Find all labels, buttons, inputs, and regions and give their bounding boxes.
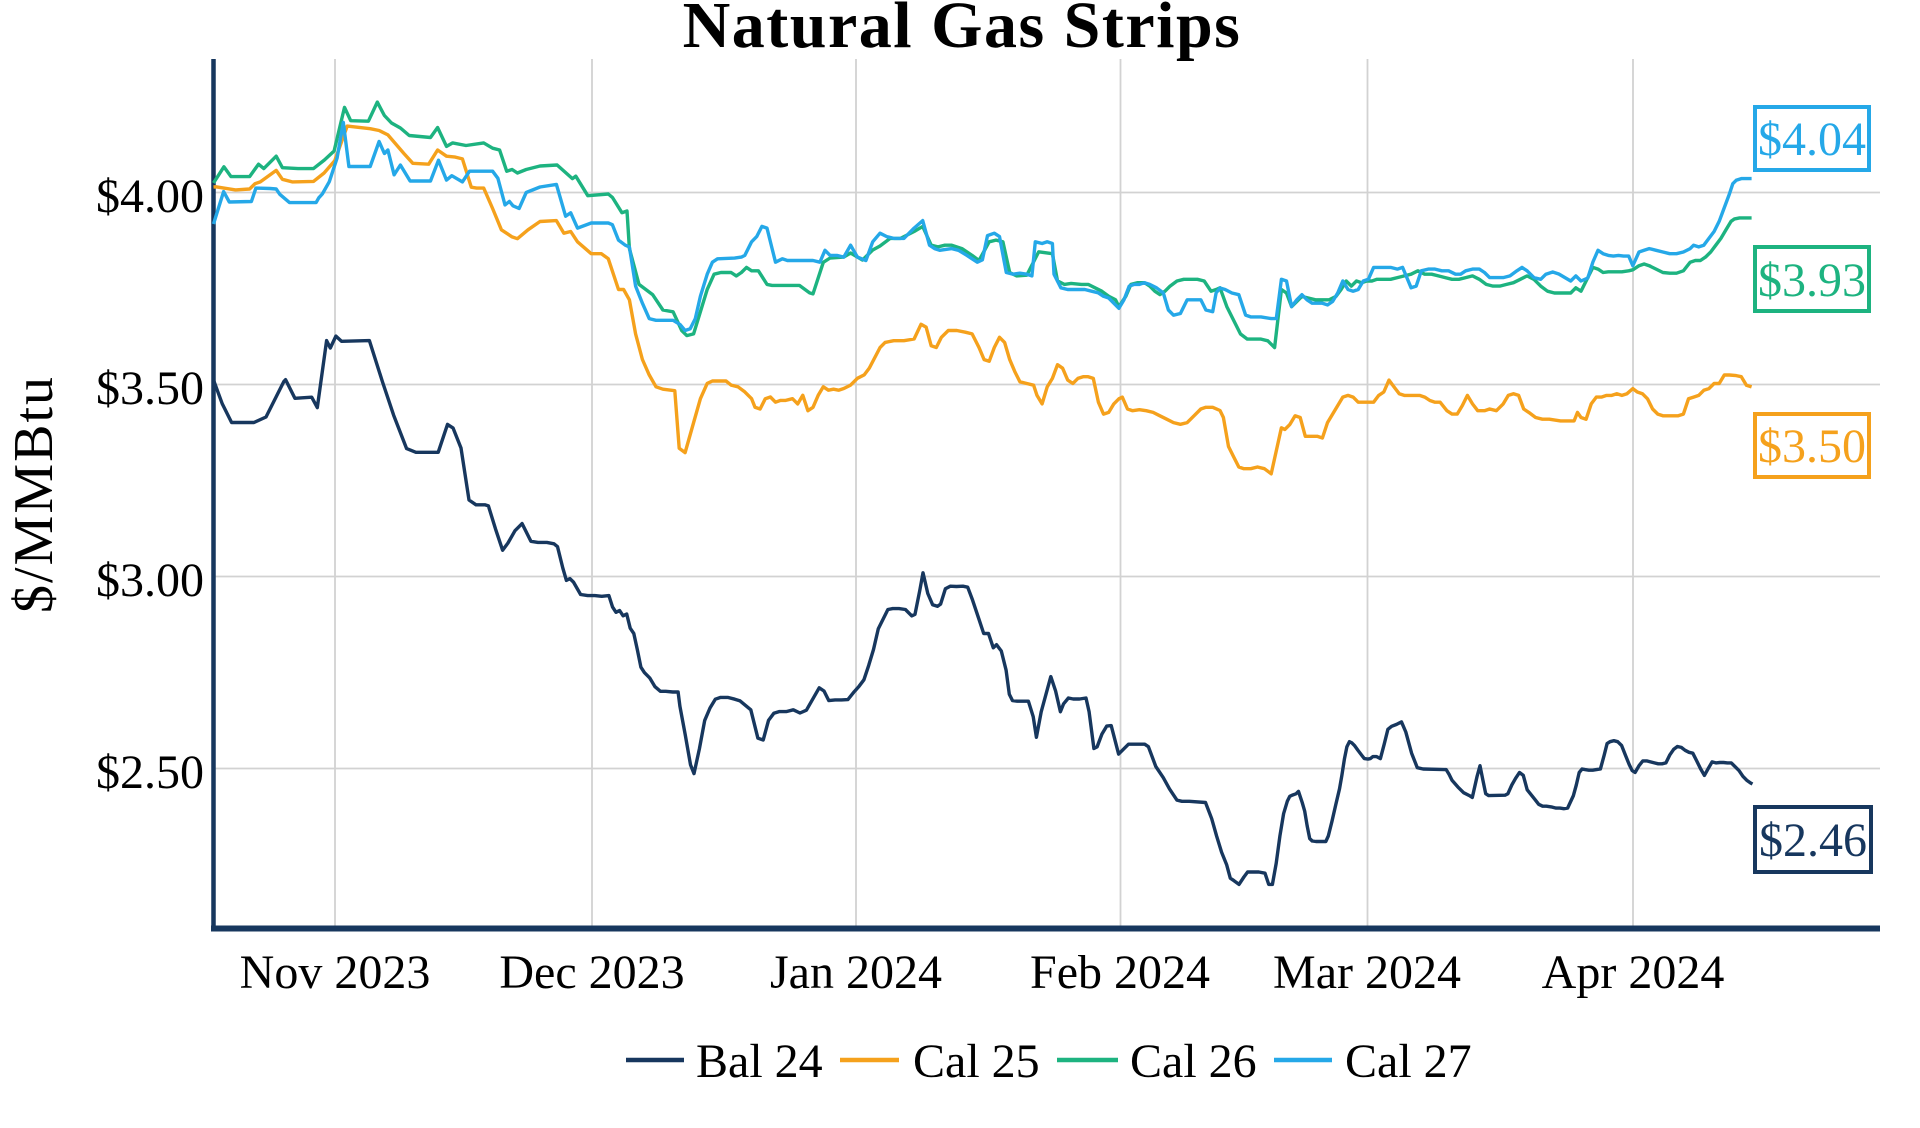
svg-text:$4.00: $4.00 [96,170,204,223]
svg-text:Cal 25: Cal 25 [913,1035,1040,1088]
svg-text:Feb 2024: Feb 2024 [1030,946,1210,999]
svg-text:Mar 2024: Mar 2024 [1273,946,1461,999]
svg-text:$3.50: $3.50 [96,362,204,415]
svg-text:$4.04: $4.04 [1758,113,1866,166]
svg-text:Nov 2023: Nov 2023 [240,946,431,999]
svg-text:Bal 24: Bal 24 [696,1035,823,1088]
svg-text:$3.00: $3.00 [96,554,204,607]
svg-text:$/MMBtu: $/MMBtu [3,375,65,613]
svg-text:$2.46: $2.46 [1759,814,1867,867]
svg-text:$3.50: $3.50 [1758,420,1866,473]
svg-text:$3.93: $3.93 [1758,254,1866,307]
svg-text:Jan 2024: Jan 2024 [770,946,942,999]
svg-text:Cal 26: Cal 26 [1130,1035,1257,1088]
svg-text:Dec 2023: Dec 2023 [499,946,684,999]
svg-text:Natural Gas Strips: Natural Gas Strips [683,0,1242,62]
svg-text:$2.50: $2.50 [96,746,204,799]
svg-text:Cal 27: Cal 27 [1345,1035,1472,1088]
svg-text:Apr 2024: Apr 2024 [1542,946,1725,999]
